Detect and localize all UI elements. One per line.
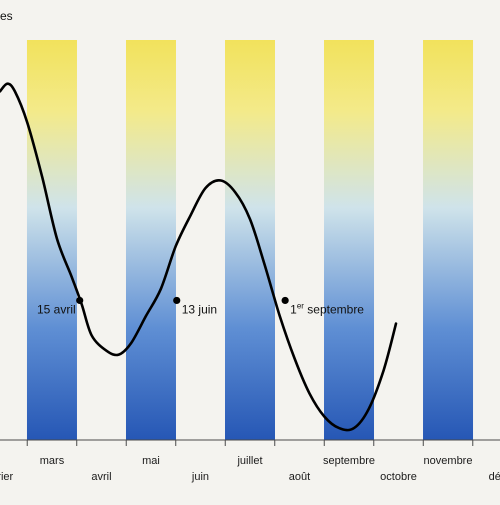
month-label-mars: mars bbox=[40, 455, 65, 467]
month-label-juillet: juillet bbox=[236, 455, 262, 467]
month-label-juin: juin bbox=[191, 471, 209, 483]
month-label-avril: avril bbox=[91, 471, 111, 483]
marked-point-dot bbox=[173, 296, 181, 305]
x-axis-ticks bbox=[26, 440, 474, 446]
month-band-mai bbox=[125, 40, 176, 440]
month-label-déc: déc bbox=[489, 471, 500, 483]
month-label-août: août bbox=[289, 471, 310, 483]
marked-point-label: 13 juin bbox=[182, 302, 217, 316]
month-label-novembre: novembre bbox=[424, 455, 473, 467]
y-axis-label: es bbox=[0, 9, 13, 23]
marked-point-label: 15 avril bbox=[37, 302, 76, 316]
marked-point-dot bbox=[281, 296, 289, 305]
month-label-mai: mai bbox=[142, 455, 160, 467]
month-band-juillet bbox=[225, 40, 275, 440]
month-bands bbox=[26, 40, 474, 440]
month-label-vrier: vrier bbox=[0, 471, 14, 483]
month-label-octobre: octobre bbox=[380, 471, 417, 483]
month-labels: vrier mars avril mai juin juillet août septembr… bbox=[0, 455, 500, 483]
month-label-septembre: septembre bbox=[323, 455, 375, 467]
marked-point-label: 1er septembre bbox=[290, 301, 364, 316]
month-band-septembre bbox=[324, 40, 375, 440]
series-curve bbox=[0, 82, 398, 432]
marked-point-dot bbox=[76, 296, 84, 305]
marked-points: 15 avril 13 juin 1er septembre bbox=[37, 296, 364, 316]
month-band-mars bbox=[26, 40, 77, 440]
month-band-novembre bbox=[423, 40, 474, 440]
